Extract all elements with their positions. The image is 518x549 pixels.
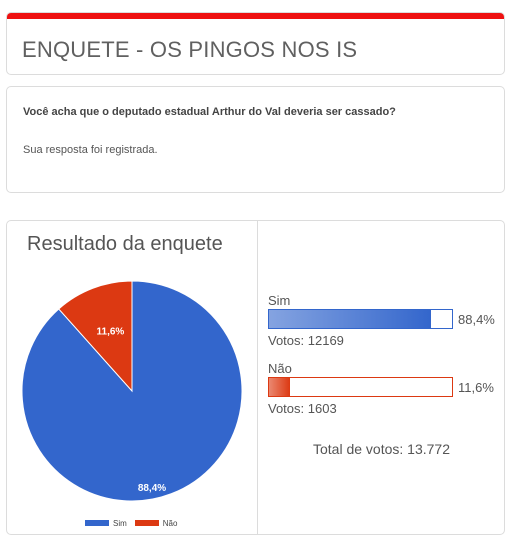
- chart-legend: Sim Não: [85, 517, 185, 529]
- result-bar-sim: [268, 309, 453, 329]
- option-label-sim: Sim: [268, 293, 291, 308]
- pie-slice-nao: [58, 280, 133, 393]
- results-card: Resultado da enquete 88,4% 11,6% Sim Não …: [6, 220, 505, 535]
- option-label-nao: Não: [268, 361, 292, 376]
- option-votes-nao: Votos: 1603: [268, 401, 337, 416]
- page-title: ENQUETE - OS PINGOS NOS IS: [22, 37, 358, 62]
- results-divider: [257, 221, 258, 534]
- option-percent-sim: 88,4%: [458, 312, 495, 327]
- poll-question: Você acha que o deputado estadual Arthur…: [23, 106, 396, 118]
- response-confirmation: Sua resposta foi registrada.: [23, 144, 158, 156]
- results-title: Resultado da enquete: [27, 233, 223, 255]
- option-votes-sim: Votos: 12169: [268, 333, 344, 348]
- pie-label-nao: 11,6%: [97, 326, 125, 337]
- pie-chart: 88,4% 11,6%: [21, 280, 243, 502]
- result-bar-fill-nao: [269, 378, 291, 396]
- question-card: Você acha que o deputado estadual Arthur…: [6, 86, 505, 193]
- result-bar-nao: [268, 377, 453, 397]
- header-accent-bar: [7, 13, 504, 19]
- result-bar-fill-sim: [269, 310, 431, 328]
- pie-label-sim: 88,4%: [138, 483, 166, 494]
- legend-label-sim: Sim: [113, 518, 127, 528]
- total-votes: Total de votos: 13.772: [313, 441, 450, 457]
- poll-header-card: ENQUETE - OS PINGOS NOS IS: [6, 12, 505, 75]
- option-percent-nao: 11,6%: [458, 380, 494, 395]
- legend-swatch-sim: [85, 520, 109, 526]
- legend-swatch-nao: [134, 520, 159, 526]
- legend-label-nao: Não: [162, 518, 178, 528]
